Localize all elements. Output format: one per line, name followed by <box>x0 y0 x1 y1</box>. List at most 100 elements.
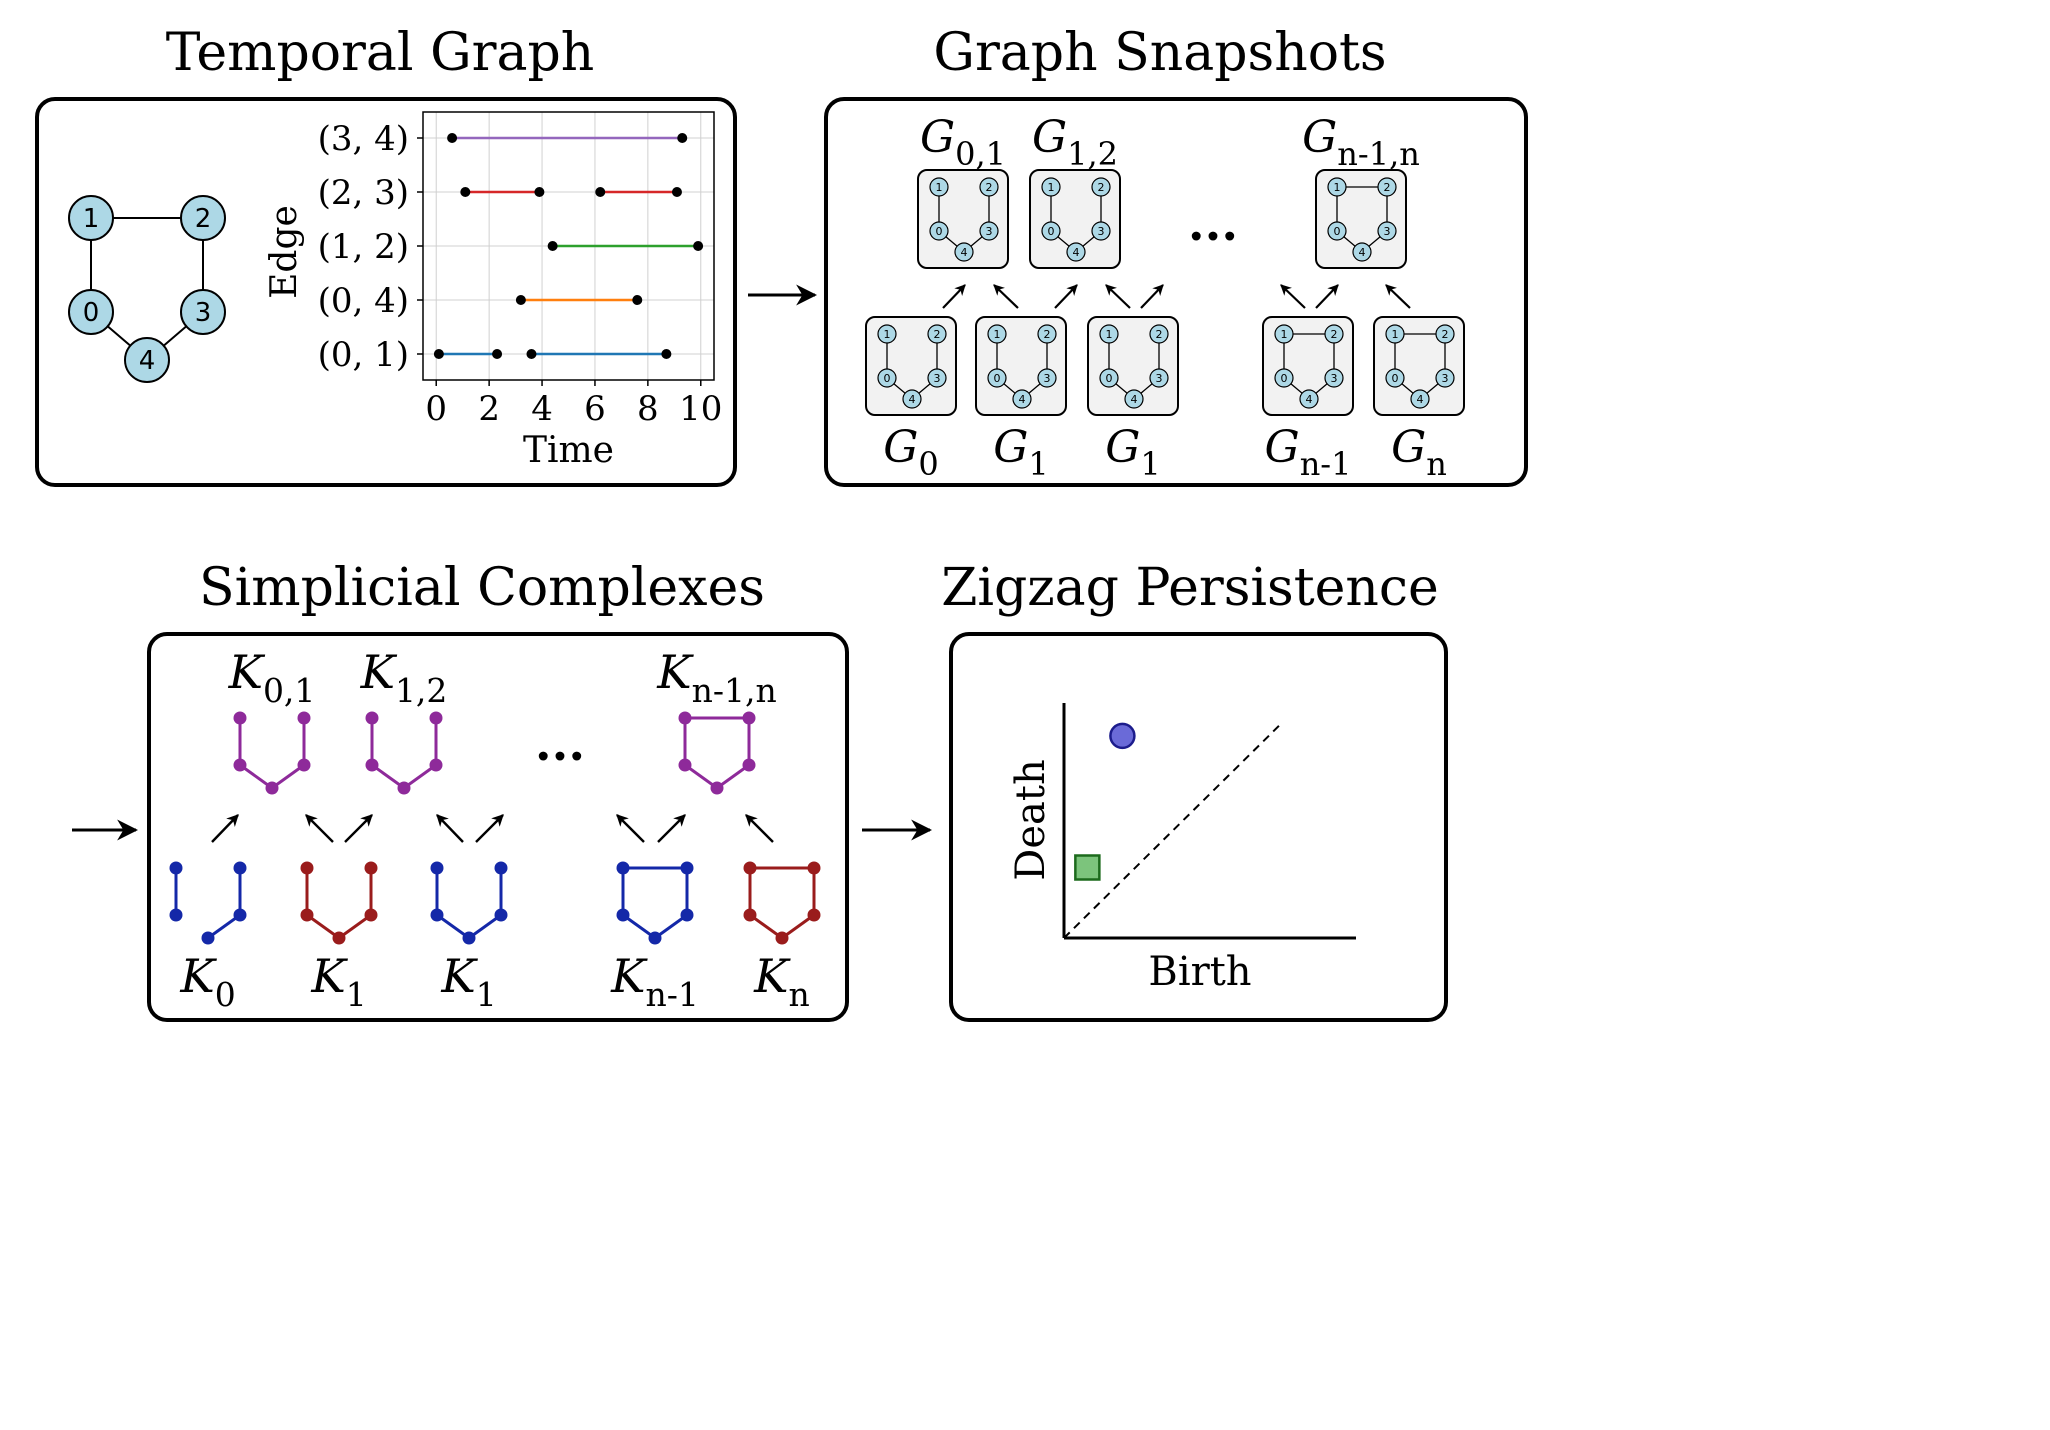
snapshot-node <box>979 221 999 241</box>
inclusion-arrow <box>1105 284 1131 309</box>
snapshot-node-label: 2 <box>1331 328 1338 341</box>
complex-edge <box>271 763 305 790</box>
snapshot-node <box>1274 368 1294 388</box>
complex-vertex <box>300 908 314 922</box>
y-tick-label: (1, 2) <box>318 227 409 267</box>
persistence-diagram: Birth Death <box>1008 703 1356 995</box>
complex-edge <box>749 913 783 940</box>
complex-bottom-3 <box>616 861 694 945</box>
complex-ellipsis: ... <box>535 716 585 772</box>
complex-vertex <box>494 908 508 922</box>
interval-end-point <box>661 349 672 359</box>
inclusion-arrow <box>616 814 645 843</box>
snapshot-top-label: Gn-1,n <box>1302 112 1420 173</box>
y-tick-label: (2, 3) <box>318 173 409 213</box>
complex-vertex <box>743 861 757 875</box>
snapshot-node <box>1377 177 1397 197</box>
snapshot-node <box>1385 324 1405 344</box>
snapshot-node <box>1099 368 1119 388</box>
snapshot-node <box>1037 368 1057 388</box>
inclusion-arrow <box>1054 284 1078 309</box>
snapshot-node <box>1327 177 1347 197</box>
snapshot-node <box>1324 324 1344 344</box>
snapshot-node-label: 0 <box>936 225 943 238</box>
graph-node-3: 3 <box>180 289 226 335</box>
snapshot-node-label: 0 <box>1392 372 1399 385</box>
snapshot-node-label: 1 <box>1106 328 1113 341</box>
complex-vertex <box>233 908 247 922</box>
snapshot-node-label: 2 <box>986 181 993 194</box>
diagonal-line <box>1063 721 1284 939</box>
complex-vertex <box>710 781 724 795</box>
snapshot-node-label: 2 <box>1384 181 1391 194</box>
snapshot-node-label: 2 <box>934 328 941 341</box>
complex-bottom-label: Kn <box>753 949 810 1014</box>
snapshot-node <box>987 368 1007 388</box>
snapshot-node-label: 0 <box>994 372 1001 385</box>
complex-vertex <box>742 711 756 725</box>
complex-edge <box>684 763 718 790</box>
complex-edge <box>403 763 437 790</box>
snapshot-node <box>929 177 949 197</box>
temporal-graph-panel <box>35 97 737 487</box>
complex-bottom-label: K0 <box>179 949 235 1014</box>
snapshot-node-label: 3 <box>1442 372 1449 385</box>
inclusion-arrow <box>211 814 239 843</box>
complex-vertex <box>616 908 630 922</box>
complex-vertex <box>807 908 821 922</box>
complex-edge <box>207 913 241 940</box>
zigzag-persistence-panel <box>949 632 1448 1022</box>
snapshot-node-label: 3 <box>1044 372 1051 385</box>
snapshot-node-label: 4 <box>961 246 968 259</box>
persistence-point-square <box>1074 854 1101 881</box>
complex-vertex <box>743 908 757 922</box>
edge-timeline-chart: 0 2 4 6 8 10 (3, 4) (2, 3) (1, 2) (0, 4) (0, 1) Tim… <box>264 111 722 471</box>
snapshot-node-label: 2 <box>1156 328 1163 341</box>
birth-label: Birth <box>1148 949 1251 995</box>
inclusion-arrow <box>475 814 504 843</box>
simplicial-complexes-panel <box>147 632 849 1022</box>
inclusion-arrow <box>1385 284 1411 309</box>
complex-vertex <box>169 908 183 922</box>
snapshot-node <box>877 368 897 388</box>
snapshot-bottom-3: 1 2 0 3 4 <box>1262 316 1354 416</box>
title-temporal-graph: Temporal Graph <box>166 23 595 83</box>
snapshot-node-label: 1 <box>884 328 891 341</box>
snapshot-bottom-label: G1 <box>993 422 1049 483</box>
y-tick-label: (3, 4) <box>318 119 409 159</box>
snapshot-node <box>1041 177 1061 197</box>
complex-vertex <box>233 861 247 875</box>
interval-start-point <box>460 187 471 197</box>
inclusion-arrow <box>344 814 373 843</box>
complex-vertex <box>265 781 279 795</box>
complex-vertex <box>365 758 379 772</box>
complex-top-1 <box>365 711 443 795</box>
snapshot-ellipsis: ... <box>1188 196 1238 252</box>
inclusion-arrow <box>745 814 774 843</box>
complex-vertex <box>169 861 183 875</box>
snapshot-node-label: 1 <box>936 181 943 194</box>
interval-end-point <box>632 295 643 305</box>
complex-bottom-2 <box>430 861 508 945</box>
snapshot-top-1: 1 2 0 3 4 <box>1029 169 1121 269</box>
snapshot-node <box>1041 221 1061 241</box>
y-tick-label: (0, 4) <box>318 281 409 321</box>
snapshot-node <box>1149 368 1169 388</box>
snapshot-node <box>929 221 949 241</box>
snapshot-top-2: 1 2 0 3 4 <box>1315 169 1407 269</box>
snapshot-node-label: 1 <box>1392 328 1399 341</box>
complex-vertex <box>680 861 694 875</box>
complex-top-label: Kn-1,n <box>656 645 777 710</box>
complex-edge <box>468 913 502 940</box>
snapshot-top-label: G1,2 <box>1032 112 1118 173</box>
complex-vertex <box>494 861 508 875</box>
snapshot-node-label: 2 <box>1044 328 1051 341</box>
snapshot-bottom-label: G1 <box>1105 422 1161 483</box>
x-tick-label: 8 <box>637 389 659 429</box>
complex-vertex <box>648 931 662 945</box>
snapshot-bottom-label: Gn <box>1391 422 1447 483</box>
complex-grid: K0,1 K1,2 Kn-1,n K0 K1 K1 Kn-1 Kn <box>169 645 821 1014</box>
snapshot-node-label: 1 <box>994 328 1001 341</box>
graph-node-1: 1 <box>68 195 114 241</box>
snapshot-node <box>979 177 999 197</box>
